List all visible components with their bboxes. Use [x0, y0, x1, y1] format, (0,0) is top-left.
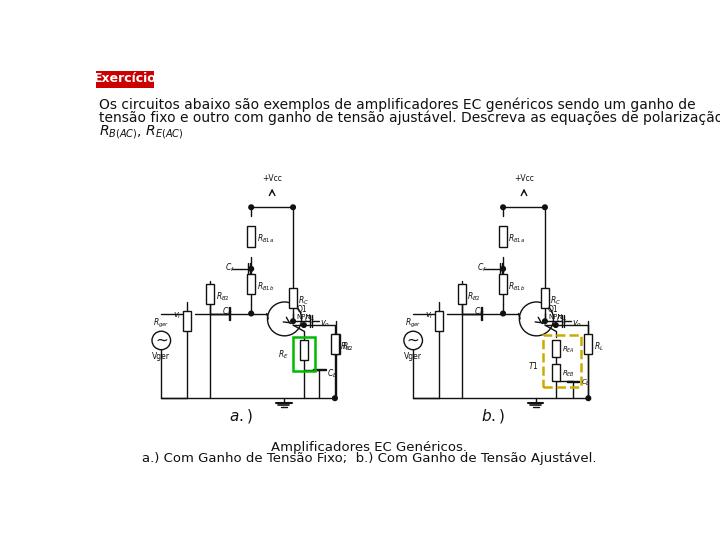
Text: $R_C$: $R_C$ [550, 294, 562, 307]
Bar [248, 226, 255, 247]
Bar [289, 288, 297, 308]
Circle shape [543, 205, 547, 210]
Circle shape [291, 205, 295, 210]
Circle shape [267, 302, 302, 336]
Text: $R_{ger}$: $R_{ger}$ [405, 318, 422, 330]
Text: ~: ~ [155, 333, 168, 348]
Text: $R_L$: $R_L$ [342, 340, 352, 353]
Text: Os circuitos abaixo são exemplos de amplificadores EC genéricos sendo um ganho d: Os circuitos abaixo são exemplos de ampl… [99, 97, 696, 112]
Text: $R_{ger}$: $R_{ger}$ [153, 318, 170, 330]
Bar [541, 288, 549, 308]
Bar [331, 334, 339, 354]
Text: Q1: Q1 [296, 305, 307, 314]
Bar [300, 340, 307, 361]
Text: $C_f$: $C_f$ [477, 262, 487, 274]
Text: $C_E$: $C_E$ [327, 367, 338, 380]
Bar [458, 284, 466, 304]
Text: $v_o$: $v_o$ [572, 318, 582, 329]
Text: NPN: NPN [296, 314, 311, 320]
Text: $R_E$: $R_E$ [278, 348, 289, 361]
Text: $C_f$: $C_f$ [225, 262, 235, 274]
Bar [552, 340, 559, 356]
Bar [96, 71, 154, 88]
Text: $C_E$: $C_E$ [580, 378, 590, 388]
Circle shape [404, 331, 423, 350]
Text: NPN: NPN [548, 314, 562, 320]
Bar [293, 338, 315, 372]
Bar [435, 311, 443, 331]
Text: $v_i$: $v_i$ [425, 310, 433, 321]
Bar [183, 311, 191, 331]
Text: $R_{B1b}$: $R_{B1b}$ [508, 280, 526, 293]
Text: $R_{EB}$: $R_{EB}$ [562, 369, 575, 379]
Bar [499, 226, 507, 247]
Text: $C_B$: $C_B$ [222, 306, 233, 318]
Bar [544, 335, 580, 387]
Text: $b.)$: $b.)$ [481, 408, 505, 426]
Text: $C_C$: $C_C$ [304, 314, 315, 326]
Text: $R_{EA}$: $R_{EA}$ [562, 345, 575, 354]
Text: $a.)$: $a.)$ [229, 408, 253, 426]
Circle shape [500, 205, 505, 210]
Bar [333, 334, 341, 354]
Bar [248, 274, 255, 294]
Text: $v_o$: $v_o$ [320, 318, 330, 329]
Circle shape [302, 323, 306, 327]
Circle shape [500, 311, 505, 316]
Bar [585, 334, 593, 354]
Text: tensão fixo e outro com ganho de tensão ajustável. Descreva as equações de polar: tensão fixo e outro com ganho de tensão … [99, 110, 720, 125]
Circle shape [333, 396, 337, 401]
Text: $C_B$: $C_B$ [474, 306, 485, 318]
Circle shape [152, 331, 171, 350]
Text: a.) Com Ganho de Tensão Fixo;  b.) Com Ganho de Tensão Ajustável.: a.) Com Ganho de Tensão Fixo; b.) Com Ga… [142, 452, 596, 465]
Circle shape [249, 267, 253, 271]
Text: $R_{B1a}$: $R_{B1a}$ [256, 233, 274, 245]
Text: $R_{B2}$: $R_{B2}$ [215, 291, 230, 303]
Text: $R_{E2}$: $R_{E2}$ [341, 340, 354, 353]
Circle shape [586, 396, 590, 401]
Text: ~: ~ [407, 333, 420, 348]
Text: Q1: Q1 [548, 305, 559, 314]
Circle shape [519, 302, 554, 336]
Text: $R_{B2}$: $R_{B2}$ [467, 291, 481, 303]
Text: $v_i$: $v_i$ [173, 310, 181, 321]
Circle shape [554, 323, 558, 327]
Text: $R_C$: $R_C$ [299, 294, 310, 307]
Text: $R_L$: $R_L$ [594, 340, 603, 353]
Text: $R_{B(AC)}$, $R_{E(AC)}$: $R_{B(AC)}$, $R_{E(AC)}$ [99, 123, 184, 141]
Text: +Vcc: +Vcc [514, 174, 534, 183]
Circle shape [249, 205, 253, 210]
Bar [499, 274, 507, 294]
Circle shape [291, 319, 295, 323]
Text: +Vcc: +Vcc [262, 174, 282, 183]
Circle shape [249, 311, 253, 316]
Bar [552, 364, 559, 381]
Text: Vger: Vger [153, 352, 171, 361]
Circle shape [500, 267, 505, 271]
Text: Amplificadores EC Genéricos.: Amplificadores EC Genéricos. [271, 441, 467, 454]
Text: $C_C$: $C_C$ [556, 314, 567, 326]
Text: Vger: Vger [404, 352, 422, 361]
Bar [206, 284, 214, 304]
Text: Exercício: Exercício [94, 72, 157, 85]
Text: $R_{B1a}$: $R_{B1a}$ [508, 233, 526, 245]
Text: $R_{B1b}$: $R_{B1b}$ [256, 280, 274, 293]
Circle shape [543, 319, 547, 323]
Text: $T1$: $T1$ [528, 361, 539, 372]
